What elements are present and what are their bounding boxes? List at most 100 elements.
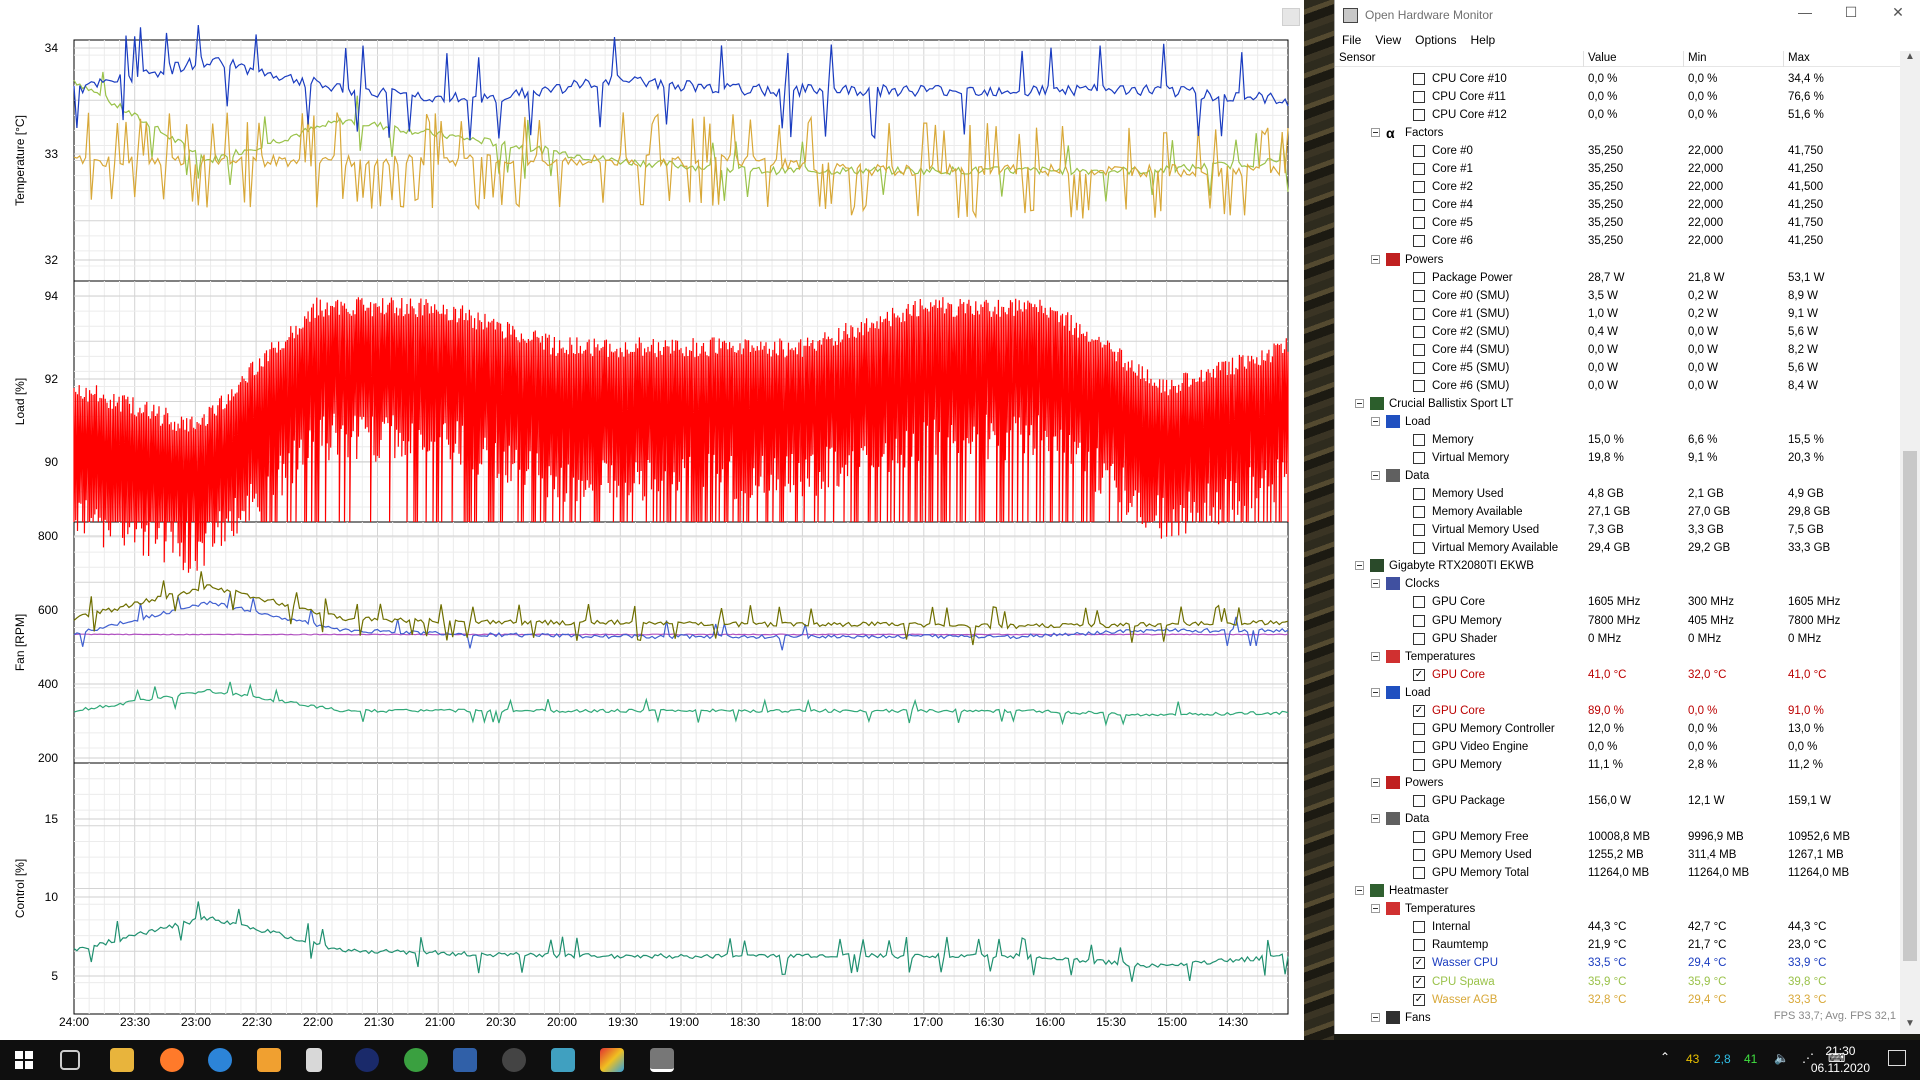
collapse-icon[interactable] (1371, 416, 1380, 426)
app-round-icon[interactable] (355, 1048, 379, 1072)
sensor-checkbox[interactable] (1413, 542, 1425, 555)
sensor-group-row[interactable]: α Factors (1335, 124, 1901, 142)
sensor-row[interactable]: Core #4 (SMU) 0,0 W 0,0 W 8,2 W (1335, 341, 1901, 359)
sensor-row[interactable]: Core #6 35,250 22,000 41,250 (1335, 232, 1901, 250)
menu-file[interactable]: File (1342, 33, 1362, 47)
sensor-row[interactable]: Core #1 35,250 22,000 41,250 (1335, 160, 1901, 178)
collapse-icon[interactable] (1371, 904, 1380, 914)
notification-icon[interactable] (1888, 1050, 1906, 1066)
menu-options[interactable]: Options (1415, 33, 1457, 47)
sensor-row[interactable]: Virtual Memory 19,8 % 9,1 % 20,3 % (1335, 449, 1901, 467)
sensor-checkbox[interactable] (1413, 939, 1425, 952)
sensor-checkbox[interactable] (1413, 307, 1425, 320)
sensor-group-row[interactable]: Powers (1335, 774, 1901, 792)
maximize-icon[interactable]: ☐ (1844, 4, 1858, 20)
monitor-app-icon[interactable] (551, 1048, 575, 1072)
sensor-checkbox[interactable] (1413, 91, 1425, 104)
sensor-checkbox[interactable] (1413, 361, 1425, 374)
sensor-row[interactable]: ✓ GPU Core 41,0 °C 32,0 °C 41,0 °C (1335, 666, 1901, 684)
sensor-group-row[interactable]: Load (1335, 684, 1901, 702)
sensor-row[interactable]: Core #2 (SMU) 0,4 W 0,0 W 5,6 W (1335, 323, 1901, 341)
network-icon[interactable]: ⋰ (1802, 1051, 1814, 1065)
sensor-group-row[interactable]: Powers (1335, 251, 1901, 269)
sensor-checkbox[interactable] (1413, 235, 1425, 248)
sensor-row[interactable]: Memory Used 4,8 GB 2,1 GB 4,9 GB (1335, 485, 1901, 503)
sensor-checkbox[interactable] (1413, 109, 1425, 122)
sensor-checkbox[interactable] (1413, 325, 1425, 338)
plot-close-button[interactable] (1282, 8, 1300, 26)
sensor-checkbox[interactable] (1413, 740, 1425, 753)
xbox-icon[interactable] (404, 1048, 428, 1072)
col-max[interactable]: Max (1788, 52, 1810, 64)
collapse-icon[interactable] (1371, 651, 1380, 661)
sensor-checkbox[interactable] (1413, 343, 1425, 356)
scroll-thumb[interactable] (1903, 451, 1917, 961)
sensor-checkbox[interactable] (1413, 379, 1425, 392)
sensor-checkbox[interactable] (1413, 271, 1425, 284)
scroll-down-icon[interactable]: ▼ (1905, 1018, 1915, 1029)
sensor-checkbox[interactable] (1413, 289, 1425, 302)
sensor-checkbox[interactable]: ✓ (1413, 668, 1425, 681)
sensor-row[interactable]: Core #4 35,250 22,000 41,250 (1335, 196, 1901, 214)
graphics-app-icon[interactable] (600, 1048, 624, 1072)
sensor-row[interactable]: Core #0 (SMU) 3,5 W 0,2 W 8,9 W (1335, 287, 1901, 305)
sensor-checkbox[interactable] (1413, 181, 1425, 194)
sensor-row[interactable]: Internal 44,3 °C 42,7 °C 44,3 °C (1335, 918, 1901, 936)
sensor-group-row[interactable]: Gigabyte RTX2080TI EKWB (1335, 557, 1901, 575)
task-view-icon[interactable] (60, 1050, 80, 1070)
collapse-icon[interactable] (1371, 254, 1380, 264)
sensor-row[interactable]: Core #1 (SMU) 1,0 W 0,2 W 9,1 W (1335, 305, 1901, 323)
sensor-checkbox[interactable] (1413, 145, 1425, 158)
sensor-row[interactable]: GPU Shader 0 MHz 0 MHz 0 MHz (1335, 630, 1901, 648)
sensor-group-row[interactable]: Temperatures (1335, 900, 1901, 918)
menu-help[interactable]: Help (1470, 33, 1496, 47)
sensor-group-row[interactable]: Data (1335, 467, 1901, 485)
col-value[interactable]: Value (1588, 52, 1617, 64)
file-explorer-icon[interactable] (110, 1048, 134, 1072)
ohm-taskbar-icon[interactable] (650, 1048, 674, 1072)
collapse-icon[interactable] (1371, 128, 1380, 138)
sensor-row[interactable]: ✓ CPU Spawa 35,9 °C 35,9 °C 39,8 °C (1335, 973, 1901, 991)
sensor-row[interactable]: ✓ Wasser CPU 33,5 °C 29,4 °C 33,9 °C (1335, 954, 1901, 972)
sensor-group-row[interactable]: Temperatures (1335, 648, 1901, 666)
menu-view[interactable]: View (1375, 33, 1402, 47)
sensor-checkbox[interactable] (1413, 849, 1425, 862)
sensor-row[interactable]: GPU Video Engine 0,0 % 0,0 % 0,0 % (1335, 738, 1901, 756)
sensor-row[interactable]: Memory Available 27,1 GB 27,0 GB 29,8 GB (1335, 503, 1901, 521)
col-sensor[interactable]: Sensor (1339, 52, 1376, 64)
sensor-row[interactable]: Memory 15,0 % 6,6 % 15,5 % (1335, 431, 1901, 449)
sensor-row[interactable]: ✓ Wasser AGB 32,8 °C 29,4 °C 33,3 °C (1335, 991, 1901, 1009)
sensor-group-row[interactable]: Heatmaster (1335, 882, 1901, 900)
sensor-checkbox[interactable] (1413, 217, 1425, 230)
collapse-icon[interactable] (1371, 1012, 1380, 1022)
sensor-checkbox[interactable] (1413, 163, 1425, 176)
volume-icon[interactable]: 🔈 (1774, 1051, 1789, 1065)
minimize-icon[interactable]: — (1798, 4, 1812, 20)
keyboard-icon[interactable]: ⌨ (1828, 1051, 1846, 1065)
sensor-row[interactable]: GPU Memory 7800 MHz 405 MHz 7800 MHz (1335, 612, 1901, 630)
sensor-row[interactable]: Package Power 28,7 W 21,8 W 53,1 W (1335, 269, 1901, 287)
ohm-scrollbar[interactable]: ▲ ▼ (1900, 51, 1920, 1034)
media-player-icon[interactable] (257, 1048, 281, 1072)
sensor-checkbox[interactable] (1413, 506, 1425, 519)
sensor-checkbox[interactable]: ✓ (1413, 975, 1425, 988)
collapse-icon[interactable] (1371, 687, 1380, 697)
sensor-checkbox[interactable] (1413, 722, 1425, 735)
collapse-icon[interactable] (1371, 471, 1380, 481)
collapse-icon[interactable] (1371, 777, 1380, 787)
sensor-checkbox[interactable]: ✓ (1413, 704, 1425, 717)
windows-start-icon[interactable] (12, 1048, 36, 1072)
collapse-icon[interactable] (1355, 886, 1364, 896)
sensor-checkbox[interactable] (1413, 199, 1425, 212)
sensor-row[interactable]: CPU Core #12 0,0 % 0,0 % 51,6 % (1335, 106, 1901, 124)
sensor-checkbox[interactable]: ✓ (1413, 993, 1425, 1006)
sensor-checkbox[interactable] (1413, 758, 1425, 771)
sensor-row[interactable]: Core #5 (SMU) 0,0 W 0,0 W 5,6 W (1335, 359, 1901, 377)
sensor-row[interactable]: GPU Memory 11,1 % 2,8 % 11,2 % (1335, 756, 1901, 774)
sensor-row[interactable]: Core #5 35,250 22,000 41,750 (1335, 214, 1901, 232)
collapse-icon[interactable] (1355, 561, 1364, 571)
sensor-row[interactable]: GPU Memory Total 11264,0 MB 11264,0 MB 1126… (1335, 864, 1901, 882)
sensor-checkbox[interactable] (1413, 795, 1425, 807)
sensor-row[interactable]: GPU Memory Controller 12,0 % 0,0 % 13,0 % (1335, 720, 1901, 738)
sensor-checkbox[interactable] (1413, 488, 1425, 501)
